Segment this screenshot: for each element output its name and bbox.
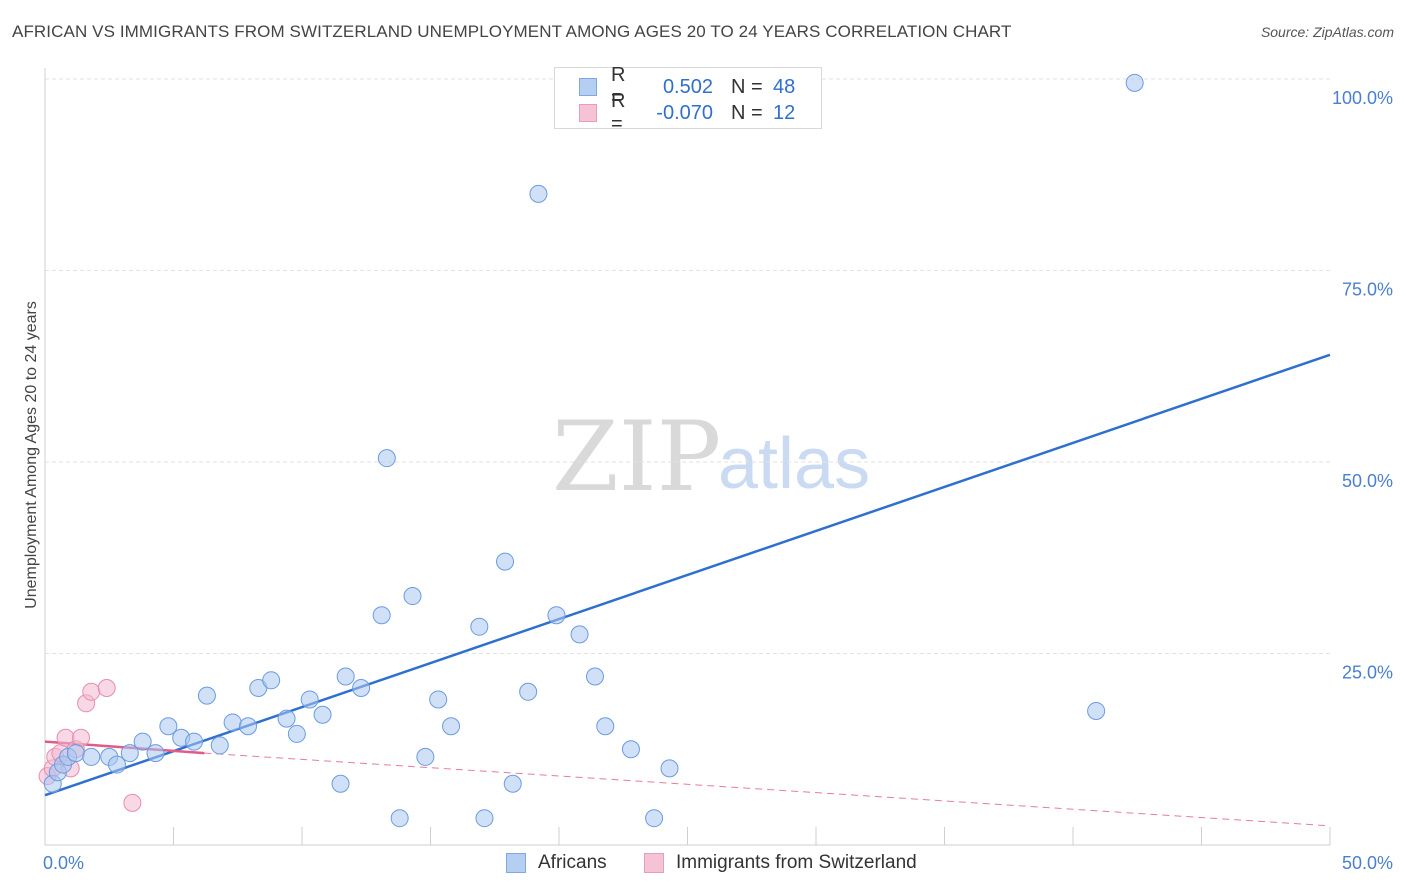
legend-item-swiss: Immigrants from Switzerland [644, 852, 917, 874]
africans-point [133, 732, 152, 751]
africans-point [185, 732, 204, 751]
correlation-legend: R = 0.502 N = 48 R = -0.070 N = 12 [554, 64, 822, 135]
watermark-zip: ZIP [552, 401, 721, 513]
n-value: 48 [773, 75, 796, 98]
africans-point [313, 705, 332, 724]
n-label: N = [731, 101, 763, 124]
africans-point [377, 449, 396, 468]
y-axis-label: Unemployment Among Ages 20 to 24 years [23, 301, 40, 609]
legend-label: Immigrants from Switzerland [676, 852, 917, 873]
y-tick-label: 75.0% [1342, 280, 1393, 300]
n-value: 12 [773, 101, 796, 124]
africans-point [287, 724, 306, 743]
africans-point [585, 667, 604, 686]
africans-point [239, 717, 258, 736]
africans-point [416, 747, 435, 766]
swiss-swatch [579, 104, 597, 122]
watermark-atlas: atlas [718, 424, 870, 504]
africans-point [210, 736, 229, 755]
africans-point [1125, 73, 1144, 92]
africans-point [120, 744, 139, 763]
africans-point [352, 678, 371, 697]
africans-point [403, 587, 422, 606]
r-label: R = [611, 64, 626, 109]
africans-point [496, 552, 515, 571]
legend-item-africans: Africans [506, 852, 607, 874]
africans-point [390, 809, 409, 828]
africans-point [331, 774, 350, 793]
chart-title: AFRICAN VS IMMIGRANTS FROM SWITZERLAND U… [12, 22, 1012, 41]
r-value: -0.070 [656, 101, 713, 124]
africans-point [146, 744, 165, 763]
x-tick-label: 50.0% [1342, 853, 1393, 873]
x-tick-labels: 0.0% 50.0% [43, 853, 1393, 873]
r-label: R = [611, 90, 626, 135]
legend-row-africans: R = 0.502 N = 48 [579, 64, 796, 109]
africans-point [66, 744, 85, 763]
y-tick-label: 50.0% [1342, 471, 1393, 491]
africans-point [107, 755, 126, 774]
africans-point [645, 809, 664, 828]
swiss-point [71, 728, 90, 747]
africans-point [336, 667, 355, 686]
africans-point [82, 747, 101, 766]
africans-point [503, 774, 522, 793]
data-points [38, 73, 1144, 828]
africans-trendline [44, 353, 1331, 797]
africans-point [529, 184, 548, 203]
africans-swatch [579, 78, 597, 96]
legend-label: Africans [538, 852, 607, 873]
y-tick-labels: 100.0% 75.0% 50.0% 25.0% [1332, 88, 1393, 683]
r-value: 0.502 [662, 75, 713, 98]
y-tick-label: 25.0% [1342, 663, 1393, 683]
africans-point [159, 717, 178, 736]
swiss-point [82, 682, 101, 701]
swiss-trendline-extension [204, 752, 1331, 827]
swiss-point [123, 793, 142, 812]
africans-point [262, 671, 281, 690]
africans-point [475, 809, 494, 828]
legend-row-swiss: R = -0.070 N = 12 [579, 90, 796, 135]
series-legend: Africans Immigrants from Switzerland [0, 852, 1406, 878]
africans-point [660, 759, 679, 778]
y-tick-label: 100.0% [1332, 88, 1393, 108]
africans-point [223, 713, 242, 732]
africans-point [372, 606, 391, 625]
swiss-swatch [644, 853, 664, 873]
africans-point [621, 740, 640, 759]
africans-point [470, 617, 489, 636]
africans-point [570, 625, 589, 644]
n-label: N = [731, 75, 763, 98]
x-tick-label: 0.0% [43, 853, 84, 873]
africans-point [547, 606, 566, 625]
africans-point [277, 709, 296, 728]
watermark: ZIP atlas [552, 401, 870, 513]
swiss-point [97, 678, 116, 697]
africans-point [300, 690, 319, 709]
africans-point [197, 686, 216, 705]
africans-point [519, 682, 538, 701]
africans-point [1087, 701, 1106, 720]
source-label: Source: ZipAtlas.com [1260, 24, 1394, 40]
africans-point [442, 717, 461, 736]
africans-swatch [506, 853, 526, 873]
africans-point [596, 717, 615, 736]
africans-point [429, 690, 448, 709]
axes [44, 68, 1331, 846]
gridlines [45, 78, 1330, 654]
